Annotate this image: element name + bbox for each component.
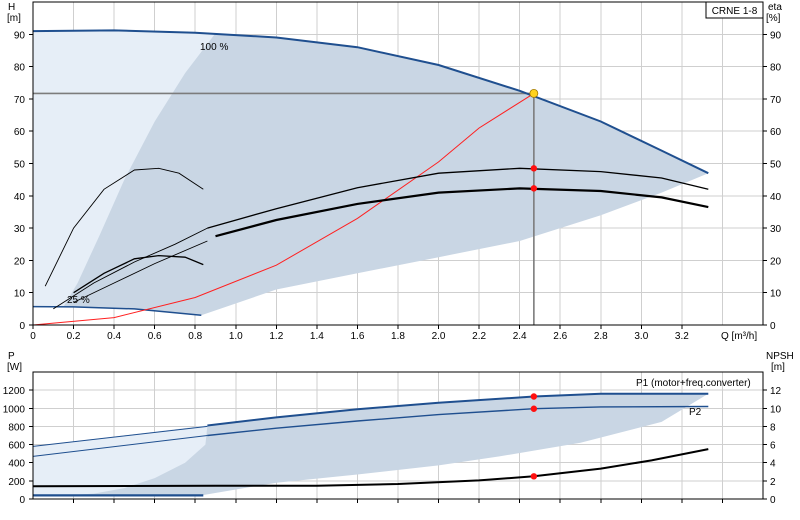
duty-point-marker	[529, 89, 539, 98]
y-tick-label-left: 30	[14, 224, 26, 235]
eta-pump-duty-dot	[530, 165, 538, 172]
chart-title: CRNE 1-8	[712, 6, 758, 17]
x-tick-label: 2.2	[472, 331, 486, 342]
p-tick-label-left: 1200	[3, 386, 26, 397]
x-tick-label: 2.4	[513, 331, 527, 342]
x-tick-label: 0.8	[188, 331, 202, 342]
operating-range-area	[33, 30, 709, 316]
power-range-area	[33, 393, 709, 496]
x-tick-label: 1.8	[391, 331, 405, 342]
p2-curve	[207, 405, 709, 437]
p-axis-unit: [W]	[7, 362, 22, 373]
npsh-tick-label-right: 12	[770, 386, 782, 397]
p2-duty-dot	[530, 405, 538, 412]
x-tick-label: 2.8	[594, 331, 608, 342]
eta-total-duty-dot	[530, 185, 538, 192]
x-tick-label: 1.6	[350, 331, 364, 342]
system-curve	[32, 92, 535, 326]
qh-curve-100	[32, 29, 709, 175]
y-tick-label-right: 10	[770, 289, 782, 300]
p1-duty-dot	[530, 393, 538, 400]
npsh-tick-label-right: 8	[770, 422, 776, 433]
y-tick-label-left: 60	[14, 127, 26, 138]
npsh-tick-label-right: 2	[770, 477, 776, 488]
y-tick-label-right: 40	[770, 192, 782, 203]
p2-curve-left	[32, 435, 208, 457]
npsh-duty-dot	[530, 473, 538, 480]
eta-pump-low-speed-curve	[44, 167, 204, 287]
npsh-tick-label-right: 10	[770, 404, 782, 415]
npsh-axis-unit: [m]	[771, 362, 785, 373]
p1-curve-left	[32, 425, 208, 447]
p-tick-label-left: 1000	[3, 404, 26, 415]
eta-total-curve-left	[73, 240, 208, 303]
label-100-percent: 100 %	[200, 42, 228, 53]
y-tick-label-right: 20	[770, 256, 782, 267]
x-tick-label: 2.0	[432, 331, 446, 342]
y-axis-unit-right: [%]	[766, 13, 781, 24]
y-tick-label-right: 50	[770, 160, 782, 171]
x-tick-label: 0.2	[67, 331, 81, 342]
power-low-speed-area	[33, 425, 208, 496]
y-tick-label-left: 40	[14, 192, 26, 203]
npsh-tick-label-right: 6	[770, 441, 776, 452]
y-axis-label-left: H	[8, 2, 15, 13]
p-tick-label-left: 800	[8, 422, 25, 433]
p-tick-label-left: 400	[8, 459, 25, 470]
x-tick-label: 1.4	[310, 331, 324, 342]
y-tick-label-left: 0	[19, 321, 25, 332]
y-tick-label-right: 90	[770, 30, 782, 41]
eta-total-low-speed-curve	[73, 254, 204, 294]
x-axis-label: Q [m³/h]	[721, 331, 757, 342]
title-box	[705, 1, 764, 19]
y-tick-label-right: 30	[770, 224, 782, 235]
p-tick-label-left: 600	[8, 441, 25, 452]
y-axis-unit-left: [m]	[7, 13, 21, 24]
npsh-axis-label: NPSH	[766, 351, 794, 362]
p-axis-label: P	[8, 351, 15, 362]
x-tick-label: 0.4	[107, 331, 121, 342]
y-tick-label-left: 20	[14, 256, 26, 267]
x-tick-label: 3.2	[675, 331, 689, 342]
x-tick-label: 1.0	[229, 331, 243, 342]
eta-pump-curve	[207, 167, 709, 229]
x-tick-label: 1.2	[269, 331, 283, 342]
qh-curve-25	[32, 305, 202, 317]
y-tick-label-right: 70	[770, 95, 782, 106]
x-tick-label: 2.6	[553, 331, 567, 342]
p1-label: P1 (motor+freq.converter)	[636, 378, 751, 389]
x-tick-label: 0.6	[148, 331, 162, 342]
eta-total-curve	[215, 187, 709, 238]
p2-label: P2	[689, 407, 702, 418]
npsh-curve-left	[32, 484, 216, 488]
npsh-tick-label-right: 4	[770, 459, 776, 470]
y-tick-label-left: 70	[14, 95, 26, 106]
x-tick-label: 3.0	[634, 331, 648, 342]
npsh-tick-label-right: 0	[770, 495, 776, 506]
y-tick-label-left: 90	[14, 30, 26, 41]
npsh-curve	[215, 448, 709, 487]
y-axis-label-right: eta	[768, 2, 782, 13]
y-tick-label-left: 80	[14, 63, 26, 74]
label-25-percent: 25 %	[67, 295, 90, 306]
p-tick-label-left: 0	[19, 495, 25, 506]
y-tick-label-left: 10	[14, 289, 26, 300]
p-tick-label-left: 200	[8, 477, 25, 488]
y-tick-label-right: 80	[770, 63, 782, 74]
p1-curve	[207, 392, 709, 427]
eta-pump-curve-left	[53, 227, 208, 310]
x-tick-label: 0	[30, 331, 36, 342]
power-npsh-panel: 0 200 400 600 800 1000 1200 0 2 4 6 8 10 12 P[W] NPSH[m…	[3, 351, 794, 506]
y-tick-label-right: 60	[770, 127, 782, 138]
y-tick-label-right: 0	[770, 321, 776, 332]
low-speed-range-area	[33, 30, 216, 307]
y-tick-label-left: 50	[14, 160, 26, 171]
